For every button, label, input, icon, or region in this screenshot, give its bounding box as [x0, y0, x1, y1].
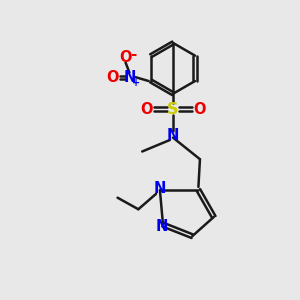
Text: S: S — [167, 102, 179, 117]
Text: O: O — [194, 102, 206, 117]
Text: O: O — [119, 50, 132, 65]
Text: +: + — [131, 78, 140, 88]
Text: O: O — [140, 102, 152, 117]
Text: N: N — [167, 128, 179, 143]
Text: -: - — [130, 46, 136, 62]
Text: N: N — [123, 70, 136, 85]
Text: N: N — [154, 181, 166, 196]
Text: N: N — [155, 219, 168, 234]
Text: O: O — [106, 70, 119, 85]
